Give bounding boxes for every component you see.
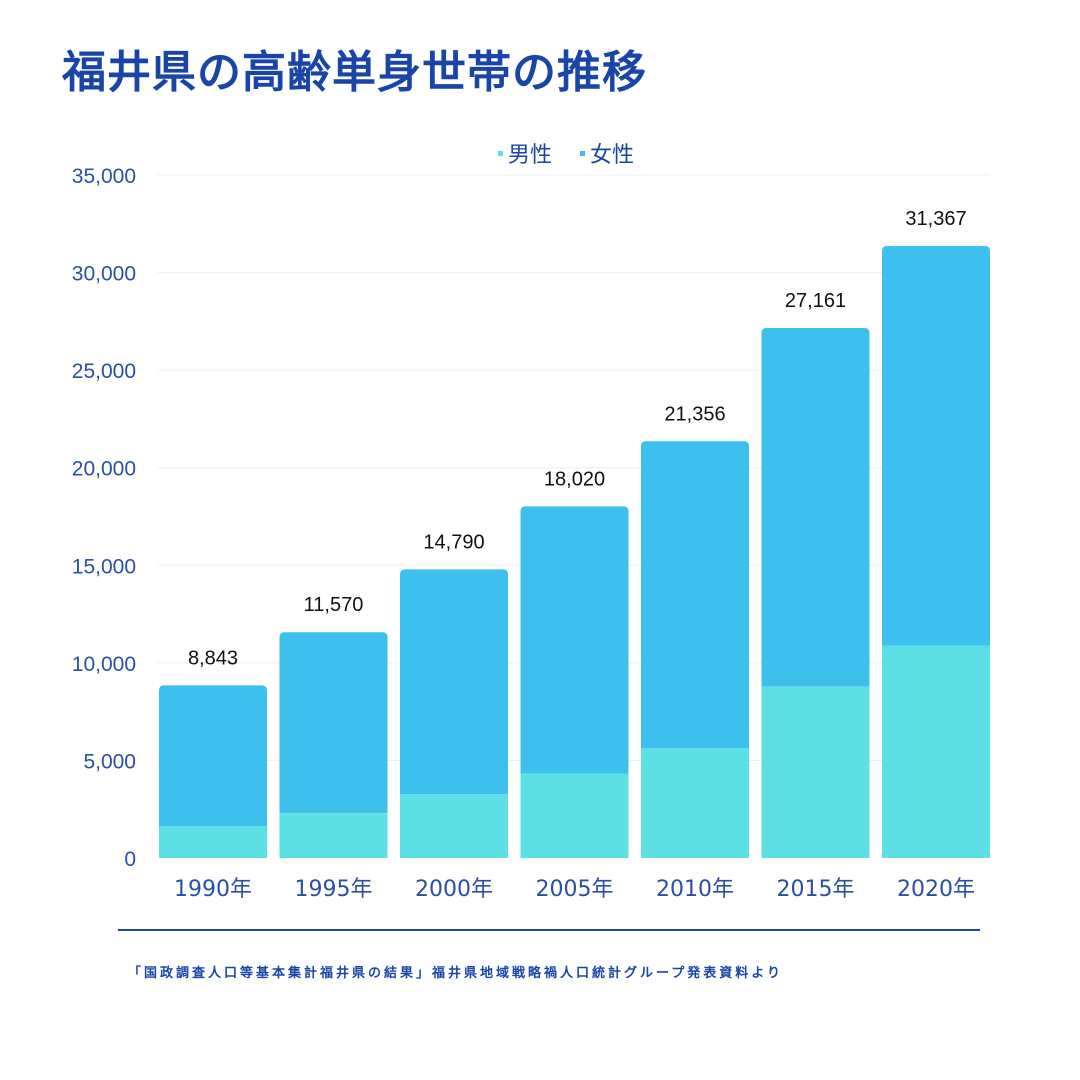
data-label-total: 27,161 bbox=[785, 290, 846, 312]
chart-title: 福井県の高齢単身世帯の推移 bbox=[62, 47, 647, 98]
data-label-total: 11,570 bbox=[304, 594, 364, 616]
data-label-total: 21,356 bbox=[664, 403, 725, 425]
y-tick-label: 5,000 bbox=[83, 750, 136, 773]
legend-swatch-male bbox=[498, 151, 503, 156]
legend-label-male: 男性 bbox=[508, 143, 552, 168]
bar-male bbox=[400, 794, 508, 858]
bar-female bbox=[761, 327, 870, 687]
bar-male bbox=[882, 645, 990, 858]
bar-male bbox=[520, 773, 629, 858]
stacked-bar-chart: 0 5,000 10,000 15,000 20,000 25,000 30,000 35,0… bbox=[72, 143, 990, 902]
bars: 8,843 11,570 14,790 18,020 21,356 27,161 31,36… bbox=[159, 208, 990, 858]
bar-female bbox=[641, 441, 749, 749]
legend-swatch-female bbox=[580, 151, 585, 156]
y-tick-label: 15,000 bbox=[72, 555, 136, 578]
legend-label-female: 女性 bbox=[590, 143, 634, 168]
bar-male bbox=[761, 686, 870, 858]
y-axis: 0 5,000 10,000 15,000 20,000 25,000 30,000 35,0… bbox=[72, 165, 136, 871]
y-tick-label: 10,000 bbox=[72, 653, 136, 676]
y-tick-label: 20,000 bbox=[72, 458, 136, 481]
legend: 男性 女性 bbox=[498, 143, 634, 168]
bar-male bbox=[159, 825, 267, 858]
x-axis: 1990年 1995年 2000年 2005年 2010年 2015年 2020年 bbox=[174, 877, 975, 902]
y-tick-label: 0 bbox=[124, 848, 136, 871]
divider-line bbox=[118, 929, 980, 931]
bar-male bbox=[641, 748, 749, 858]
bar-female bbox=[520, 506, 629, 774]
data-label-total: 14,790 bbox=[423, 531, 484, 553]
bar-female bbox=[882, 245, 990, 646]
data-label-total: 31,367 bbox=[905, 208, 966, 230]
x-tick-label: 2005年 bbox=[536, 877, 614, 902]
bar-female bbox=[279, 632, 388, 814]
y-tick-label: 35,000 bbox=[72, 165, 136, 188]
x-tick-label: 2020年 bbox=[897, 877, 975, 902]
source-note: 「国政調査人口等基本集計福井県の結果」福井県地域戦略禍人口統計グループ発表資料よ… bbox=[128, 966, 783, 981]
data-label-total: 18,020 bbox=[544, 468, 605, 490]
bar-female bbox=[159, 685, 267, 826]
x-tick-label: 2000年 bbox=[415, 877, 493, 902]
data-label-total: 8,843 bbox=[188, 647, 238, 669]
x-tick-label: 2015年 bbox=[777, 877, 855, 902]
bar-male bbox=[279, 813, 388, 858]
x-tick-label: 1995年 bbox=[295, 877, 373, 902]
x-tick-label: 1990年 bbox=[174, 877, 252, 902]
y-tick-label: 25,000 bbox=[72, 360, 136, 383]
x-tick-label: 2010年 bbox=[656, 877, 734, 902]
y-tick-label: 30,000 bbox=[72, 263, 136, 286]
bar-female bbox=[400, 569, 508, 795]
